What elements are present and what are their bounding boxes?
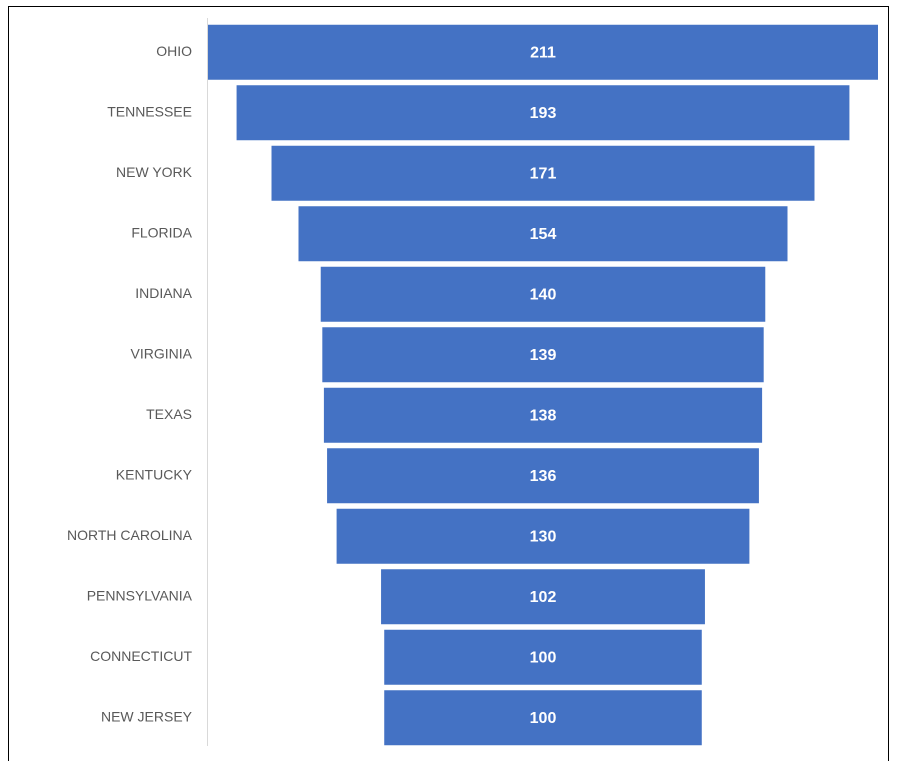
category-label: TEXAS — [146, 406, 192, 422]
value-label: 211 — [530, 44, 556, 61]
value-label: 193 — [530, 105, 557, 122]
category-label: KENTUCKY — [116, 466, 193, 482]
category-label: NORTH CAROLINA — [67, 527, 193, 543]
value-label: 138 — [530, 407, 557, 424]
value-label: 171 — [530, 165, 557, 182]
category-label: INDIANA — [135, 285, 192, 301]
bar — [322, 327, 764, 383]
value-label: 139 — [530, 347, 557, 364]
category-label: OHIO — [156, 43, 192, 59]
category-label: NEW YORK — [116, 164, 193, 180]
category-label: FLORIDA — [131, 224, 192, 240]
bar — [327, 448, 759, 504]
bar — [384, 629, 702, 685]
value-label: 102 — [530, 589, 557, 606]
value-label: 130 — [530, 528, 557, 545]
bar — [208, 24, 878, 80]
category-label: TENNESSEE — [107, 103, 192, 119]
value-label: 140 — [530, 286, 557, 303]
bar — [381, 569, 705, 625]
bar — [298, 206, 788, 262]
category-label: NEW JERSEY — [101, 708, 193, 724]
value-label: 100 — [530, 649, 557, 666]
value-label: 136 — [530, 468, 557, 485]
category-label: VIRGINIA — [131, 345, 193, 361]
bar — [336, 508, 750, 564]
category-label: CONNECTICUT — [90, 648, 192, 664]
chart-border — [8, 6, 889, 761]
category-label: PENNSYLVANIA — [87, 587, 193, 603]
bar — [384, 690, 702, 746]
bar — [271, 145, 815, 201]
bar — [320, 266, 766, 322]
bar — [236, 85, 850, 141]
bar — [323, 387, 763, 443]
value-label: 100 — [530, 710, 557, 727]
value-label: 154 — [530, 226, 557, 243]
